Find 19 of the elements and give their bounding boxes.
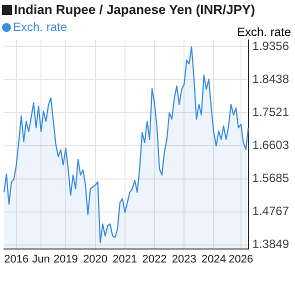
y-tick-label: 1.9356 [252, 38, 290, 53]
chart-title: Indian Rupee / Japanese Yen (INR/JPY) [14, 2, 256, 17]
x-tick-label: 2026 [228, 253, 254, 266]
y-axis-title: Exch. rate [236, 25, 291, 39]
x-tick-label: 2024 [202, 253, 226, 266]
legend-label: Exch. rate [13, 20, 68, 34]
x-tick-label: 2020 [83, 253, 108, 266]
y-tick-label: 1.7521 [252, 104, 290, 119]
y-tick-label: 1.5685 [252, 171, 290, 186]
y-tick-label: 1.8438 [252, 72, 290, 86]
x-tick-label: 2021 [112, 253, 138, 266]
x-tick-label: 2016 [4, 253, 29, 266]
x-tick-label: 2022 [142, 253, 167, 266]
x-tick-label: 2023 [172, 253, 196, 266]
x-tick-label: Jun [32, 253, 50, 266]
y-tick-label: 1.4767 [252, 204, 290, 218]
x-tick-label: 2019 [53, 253, 78, 266]
y-tick-label: 1.6603 [252, 138, 290, 152]
y-tick-label: 1.3849 [252, 237, 290, 252]
